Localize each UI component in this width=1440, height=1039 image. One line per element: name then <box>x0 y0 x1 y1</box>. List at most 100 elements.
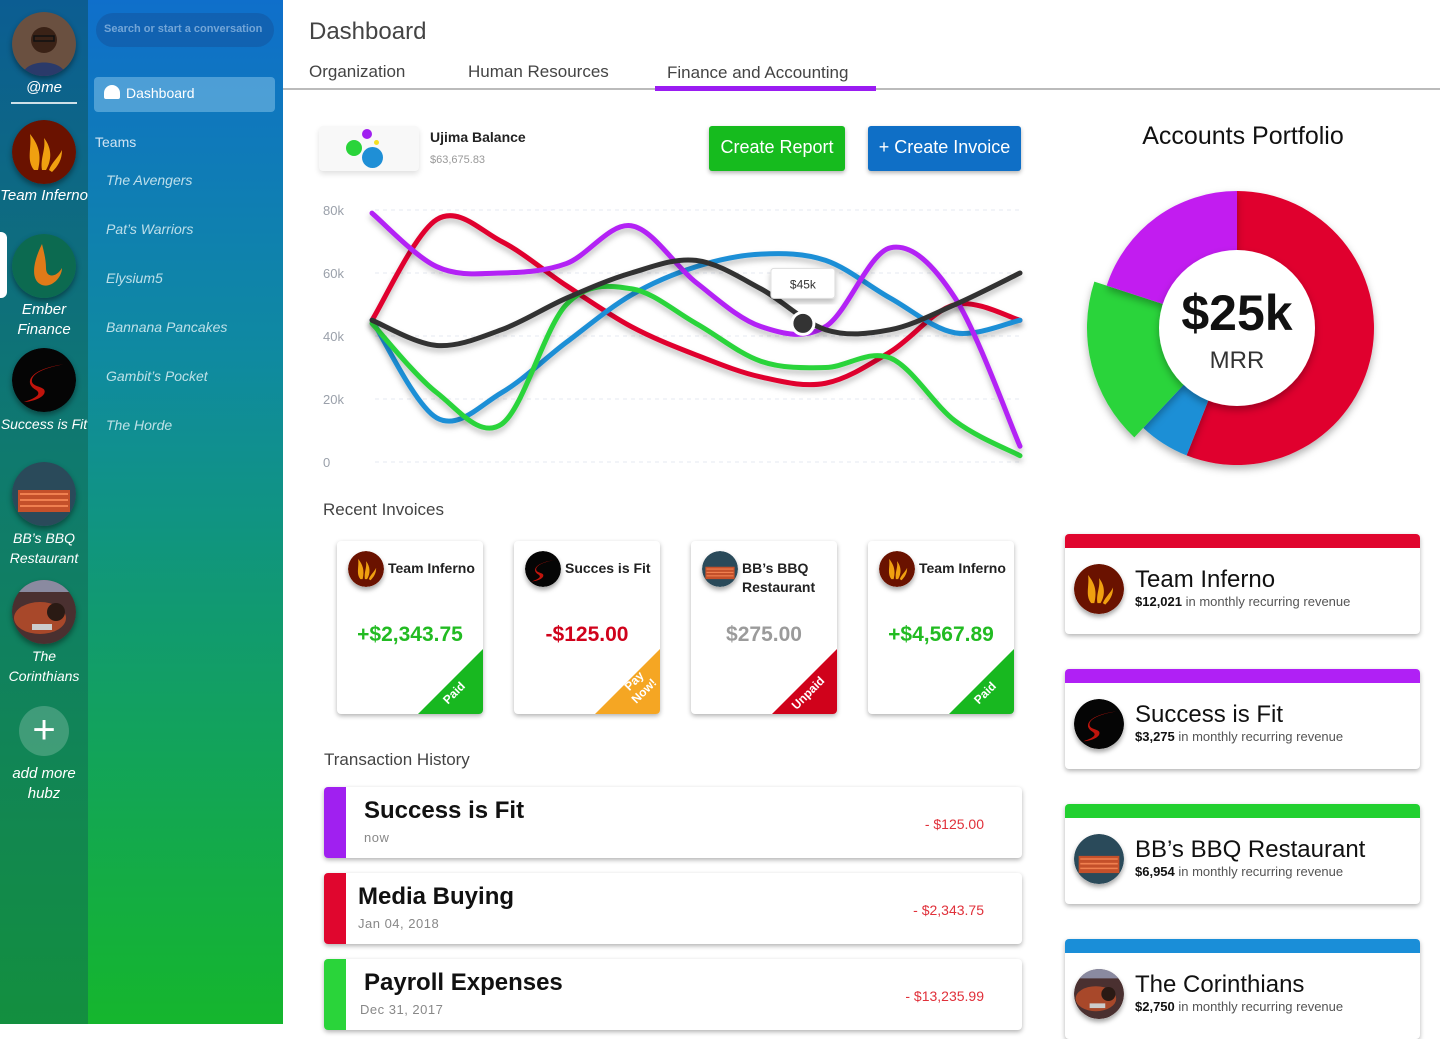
corinthians-photo <box>12 580 76 644</box>
invoice-card[interactable]: BB’s BBQ Restaurant $275.00 Unpaid <box>691 541 837 714</box>
transaction-name: Media Buying <box>358 883 515 910</box>
account-color-bar <box>1065 534 1420 548</box>
invoice-amount: $275.00 <box>726 623 802 646</box>
page-title: Dashboard <box>309 18 427 45</box>
create-invoice-button[interactable]: + Create Invoice <box>868 126 1021 171</box>
hub-label: Success is Fit <box>0 416 88 432</box>
ujima-logo <box>319 126 419 171</box>
donut-slice-0 <box>1186 191 1374 465</box>
bbq-photo <box>702 551 738 587</box>
team-link[interactable]: Gambit’s Pocket <box>106 368 208 384</box>
hub-success-is-fit[interactable]: Success is Fit <box>0 348 88 434</box>
tab-finance-accounting[interactable]: Finance and Accounting <box>667 63 849 82</box>
series-line-4 <box>369 257 1023 349</box>
account-name: Team Inferno <box>1135 566 1276 593</box>
s-swoosh-icon <box>525 551 561 587</box>
account-revenue: $2,750 in monthly recurring revenue <box>1135 999 1343 1014</box>
recent-invoices-heading: Recent Invoices <box>323 500 444 519</box>
team-link[interactable]: Pat’s Warriors <box>106 221 194 237</box>
transaction-row[interactable]: Payroll Expenses Dec 31, 2017 - $13,235.… <box>324 959 1022 1030</box>
balance-line-chart: 80k 60k 40k 20k 0 $45k <box>323 203 1023 470</box>
nav-dashboard[interactable]: Dashboard <box>94 77 275 112</box>
portfolio-donut-chart <box>1087 191 1374 465</box>
hub-me[interactable]: @me <box>0 12 88 104</box>
hub-corinthians[interactable]: The Corinthians <box>0 580 88 686</box>
series-line-1 <box>369 251 1023 424</box>
account-name: BB’s BBQ Restaurant <box>1135 836 1366 863</box>
flame-icon <box>879 551 915 587</box>
invoice-card[interactable]: Team Inferno +$2,343.75 Paid <box>337 541 483 714</box>
transaction-date: Jan 04, 2018 <box>358 916 440 931</box>
active-hub-indicator <box>0 232 7 298</box>
invoice-card[interactable]: Team Inferno +$4,567.89 Paid <box>868 541 1014 714</box>
account-card[interactable]: BB’s BBQ Restaurant $6,954 in monthly re… <box>1065 804 1420 904</box>
donut-slice-3 <box>1106 191 1237 305</box>
hub-label: BB’s BBQ Restaurant <box>9 530 79 566</box>
y-tick-label: 40k <box>323 329 344 344</box>
account-name: The Corinthians <box>1135 971 1305 998</box>
y-tick-label: 60k <box>323 266 344 281</box>
revenue-value: $3,275 <box>1135 729 1175 744</box>
account-color-bar <box>1065 939 1420 953</box>
account-card[interactable]: Success is Fit $3,275 in monthly recurri… <box>1065 669 1420 769</box>
plus-icon: + <box>19 706 69 756</box>
transaction-amount: - $13,235.99 <box>905 988 984 1004</box>
hub-bbq[interactable]: BB’s BBQ Restaurant <box>0 462 88 568</box>
revenue-value: $6,954 <box>1135 864 1175 879</box>
y-tick-label: 20k <box>323 392 344 407</box>
hub-label: Ember Finance <box>17 301 71 338</box>
donut-center <box>1159 250 1315 406</box>
team-link[interactable]: The Horde <box>106 417 173 433</box>
y-tick-label: 80k <box>323 203 344 218</box>
tab-organization[interactable]: Organization <box>309 62 406 81</box>
account-card[interactable]: Team Inferno $12,021 in monthly recurrin… <box>1065 534 1420 634</box>
category-color-bar <box>324 873 346 944</box>
transaction-name: Payroll Expenses <box>364 969 563 996</box>
tab-human-resources[interactable]: Human Resources <box>468 62 609 81</box>
transaction-amount: - $125.00 <box>924 816 984 832</box>
portfolio-title: Accounts Portfolio <box>1142 122 1344 150</box>
account-color-bar <box>1065 669 1420 683</box>
revenue-suffix: in monthly recurring revenue <box>1182 594 1351 609</box>
divider <box>11 102 77 104</box>
flame-icon <box>1074 564 1124 614</box>
tooltip-marker[interactable] <box>790 310 816 336</box>
tooltip-box <box>770 267 836 299</box>
mrr-label: MRR <box>1209 347 1265 374</box>
transaction-date: Dec 31, 2017 <box>360 1002 444 1017</box>
me-label: @me <box>25 79 63 96</box>
add-hub-button[interactable]: + add more hubz <box>0 706 88 804</box>
invoice-card[interactable]: Succes is Fit -$125.00 Pay Now! <box>514 541 660 714</box>
search-input[interactable]: Search or start a conversation <box>96 13 274 47</box>
s-swoosh-icon <box>1074 699 1124 749</box>
corinthians-photo <box>1074 969 1124 1019</box>
status-ribbon <box>772 649 837 714</box>
team-link[interactable]: Elysium5 <box>106 270 163 286</box>
account-name: Success is Fit <box>1135 701 1284 728</box>
transaction-row[interactable]: Success is Fit now - $125.00 <box>324 787 1022 858</box>
account-card[interactable]: The Corinthians $2,750 in monthly recurr… <box>1065 939 1420 1039</box>
mrr-value: $25k <box>1181 285 1293 341</box>
invoice-amount: +$2,343.75 <box>357 623 463 646</box>
hub-label: The Corinthians <box>8 648 80 684</box>
create-report-button[interactable]: Create Report <box>709 126 845 171</box>
account-revenue: $6,954 in monthly recurring revenue <box>1135 864 1343 879</box>
account-revenue: $3,275 in monthly recurring revenue <box>1135 729 1343 744</box>
category-color-bar <box>324 787 346 858</box>
invoice-client: Team Inferno <box>919 560 1006 576</box>
team-link[interactable]: The Avengers <box>106 172 193 188</box>
flame-icon <box>348 551 384 587</box>
transaction-row[interactable]: Media Buying Jan 04, 2018 - $2,343.75 <box>324 873 1022 944</box>
team-panel <box>88 0 283 1024</box>
dashboard-gauge-icon <box>104 85 120 99</box>
transaction-amount: - $2,343.75 <box>913 902 984 918</box>
team-link[interactable]: Bannana Pancakes <box>106 319 228 335</box>
hub-ember-finance[interactable]: Ember Finance <box>0 234 88 340</box>
invoice-amount: +$4,567.89 <box>888 623 994 646</box>
status-ribbon <box>595 649 660 714</box>
hub-team-inferno[interactable]: Team Inferno <box>0 120 88 206</box>
account-color-bar <box>1065 804 1420 818</box>
status-ribbon <box>949 649 1014 714</box>
donut-slice-1 <box>1143 382 1210 456</box>
balance-name: Ujima Balance <box>430 129 526 145</box>
